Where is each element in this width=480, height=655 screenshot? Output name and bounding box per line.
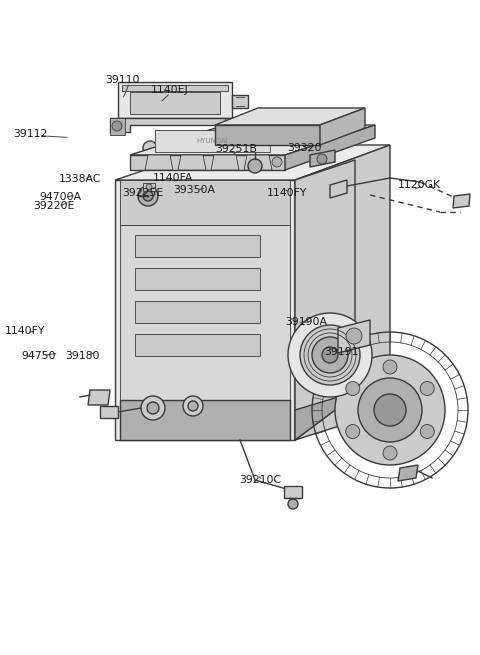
Text: 1120GK: 1120GK xyxy=(397,179,441,190)
Polygon shape xyxy=(130,155,285,170)
Text: 1140FY: 1140FY xyxy=(5,326,45,337)
Polygon shape xyxy=(110,118,240,132)
Text: 39190A: 39190A xyxy=(286,317,327,328)
Circle shape xyxy=(300,325,360,385)
Polygon shape xyxy=(320,108,365,145)
Polygon shape xyxy=(295,145,390,440)
Circle shape xyxy=(312,337,348,373)
Polygon shape xyxy=(120,180,290,225)
Polygon shape xyxy=(143,183,155,191)
Polygon shape xyxy=(215,125,320,145)
Text: 39210C: 39210C xyxy=(239,475,281,485)
Polygon shape xyxy=(215,108,365,125)
Polygon shape xyxy=(118,82,232,118)
Text: 1140FY: 1140FY xyxy=(266,187,307,198)
Circle shape xyxy=(141,396,165,420)
Circle shape xyxy=(112,121,122,131)
Circle shape xyxy=(420,381,434,396)
Circle shape xyxy=(383,446,397,460)
Polygon shape xyxy=(120,225,290,400)
Polygon shape xyxy=(244,155,272,170)
Circle shape xyxy=(183,396,203,416)
Polygon shape xyxy=(398,465,418,481)
Text: HYUNDAI: HYUNDAI xyxy=(196,138,228,144)
Polygon shape xyxy=(100,406,118,418)
Polygon shape xyxy=(110,118,125,135)
Circle shape xyxy=(227,121,237,131)
Text: 94750: 94750 xyxy=(22,350,56,361)
Polygon shape xyxy=(453,194,470,208)
Text: 1140FA: 1140FA xyxy=(153,173,193,183)
Polygon shape xyxy=(88,390,110,405)
Circle shape xyxy=(346,328,362,344)
Text: 94700A: 94700A xyxy=(40,191,82,202)
Circle shape xyxy=(374,394,406,426)
Circle shape xyxy=(143,141,157,155)
Text: 1338AC: 1338AC xyxy=(59,174,101,185)
Circle shape xyxy=(147,402,159,414)
Circle shape xyxy=(346,424,360,438)
Text: 39220E: 39220E xyxy=(34,201,75,212)
Polygon shape xyxy=(115,145,390,180)
Circle shape xyxy=(146,184,152,190)
Polygon shape xyxy=(285,125,375,170)
Circle shape xyxy=(288,313,372,397)
Polygon shape xyxy=(130,92,220,114)
Polygon shape xyxy=(115,180,295,440)
Polygon shape xyxy=(338,320,370,353)
Text: 39350A: 39350A xyxy=(173,185,215,195)
Text: 1140EJ: 1140EJ xyxy=(151,85,189,96)
Circle shape xyxy=(138,186,158,206)
Circle shape xyxy=(288,499,298,509)
Circle shape xyxy=(248,159,262,173)
Polygon shape xyxy=(211,155,239,170)
Polygon shape xyxy=(155,130,270,152)
Text: 39251B: 39251B xyxy=(215,144,257,155)
Polygon shape xyxy=(310,150,335,167)
Polygon shape xyxy=(225,118,240,135)
Circle shape xyxy=(420,424,434,438)
Text: 39320: 39320 xyxy=(287,143,322,153)
Text: 39112: 39112 xyxy=(13,129,48,140)
Polygon shape xyxy=(130,125,375,155)
Polygon shape xyxy=(120,400,290,440)
Text: 39191: 39191 xyxy=(324,347,359,358)
Polygon shape xyxy=(232,95,248,108)
Circle shape xyxy=(335,355,445,465)
Polygon shape xyxy=(295,392,355,440)
Circle shape xyxy=(188,401,198,411)
Polygon shape xyxy=(295,160,355,440)
Text: 39225E: 39225E xyxy=(122,187,164,198)
Polygon shape xyxy=(145,155,173,170)
Circle shape xyxy=(322,347,338,363)
Circle shape xyxy=(143,191,153,201)
Circle shape xyxy=(358,378,422,442)
Circle shape xyxy=(346,381,360,396)
Polygon shape xyxy=(122,85,228,91)
Polygon shape xyxy=(135,235,260,257)
Polygon shape xyxy=(330,180,347,198)
Polygon shape xyxy=(135,301,260,323)
Circle shape xyxy=(272,157,282,167)
Polygon shape xyxy=(135,268,260,290)
Text: 39180: 39180 xyxy=(65,350,99,361)
Polygon shape xyxy=(178,155,206,170)
Polygon shape xyxy=(284,486,302,498)
Circle shape xyxy=(383,360,397,374)
Polygon shape xyxy=(135,334,260,356)
Circle shape xyxy=(317,154,327,164)
Text: 39110: 39110 xyxy=(106,75,140,85)
